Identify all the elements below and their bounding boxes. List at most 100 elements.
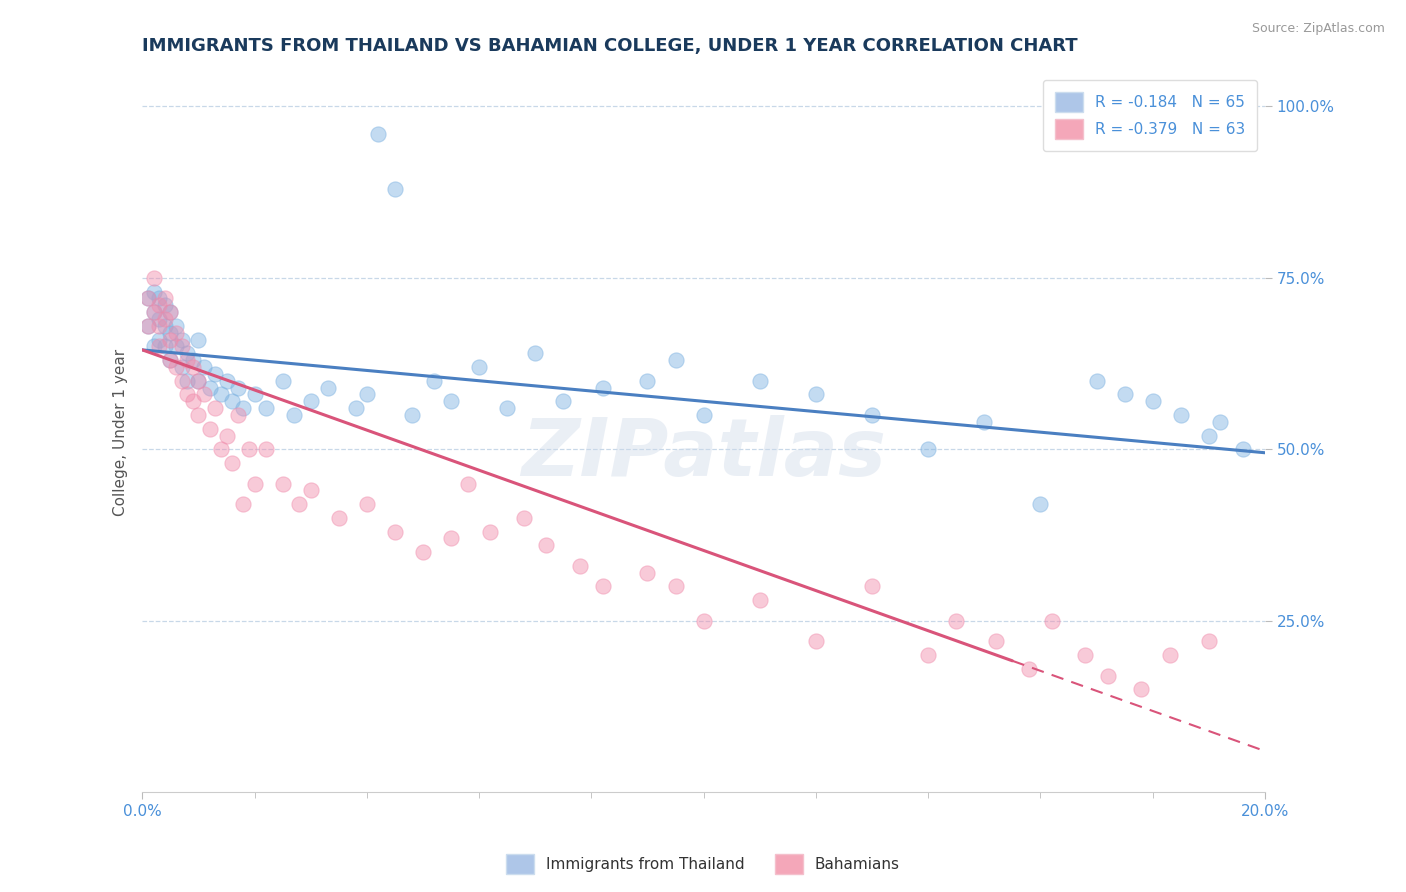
Point <box>148 333 170 347</box>
Point <box>170 359 193 374</box>
Point <box>1018 662 1040 676</box>
Point <box>176 346 198 360</box>
Point <box>170 374 193 388</box>
Point <box>513 511 536 525</box>
Point <box>204 367 226 381</box>
Point <box>524 346 547 360</box>
Point <box>142 271 165 285</box>
Point <box>401 408 423 422</box>
Point <box>553 394 575 409</box>
Point <box>176 374 198 388</box>
Point <box>271 374 294 388</box>
Point <box>748 374 770 388</box>
Point <box>271 476 294 491</box>
Point <box>159 333 181 347</box>
Point <box>136 318 159 333</box>
Point <box>423 374 446 388</box>
Point <box>187 333 209 347</box>
Point <box>165 318 187 333</box>
Point <box>153 292 176 306</box>
Point <box>592 381 614 395</box>
Text: Source: ZipAtlas.com: Source: ZipAtlas.com <box>1251 22 1385 36</box>
Point <box>468 359 491 374</box>
Point <box>496 401 519 416</box>
Point <box>193 359 215 374</box>
Point <box>187 374 209 388</box>
Point <box>1097 668 1119 682</box>
Point <box>232 497 254 511</box>
Point <box>1085 374 1108 388</box>
Point <box>159 353 181 368</box>
Point <box>1074 648 1097 662</box>
Point <box>209 387 232 401</box>
Point <box>1040 614 1063 628</box>
Text: ZIPatlas: ZIPatlas <box>522 415 886 492</box>
Point <box>1142 394 1164 409</box>
Point <box>142 285 165 299</box>
Point <box>159 305 181 319</box>
Point <box>1198 634 1220 648</box>
Point <box>748 593 770 607</box>
Point <box>412 545 434 559</box>
Point <box>153 339 176 353</box>
Point <box>142 305 165 319</box>
Point <box>457 476 479 491</box>
Point <box>148 339 170 353</box>
Point <box>142 305 165 319</box>
Point <box>159 353 181 368</box>
Point <box>569 558 592 573</box>
Point <box>1209 415 1232 429</box>
Point <box>176 387 198 401</box>
Point <box>243 387 266 401</box>
Point <box>187 408 209 422</box>
Point <box>664 579 686 593</box>
Point <box>860 579 883 593</box>
Point <box>367 127 389 141</box>
Point <box>254 442 277 457</box>
Point <box>209 442 232 457</box>
Point <box>170 339 193 353</box>
Point <box>1170 408 1192 422</box>
Point <box>283 408 305 422</box>
Point <box>637 566 659 580</box>
Point <box>664 353 686 368</box>
Point <box>187 374 209 388</box>
Point <box>1130 682 1153 697</box>
Point <box>1159 648 1181 662</box>
Point <box>159 305 181 319</box>
Point <box>136 292 159 306</box>
Point <box>165 339 187 353</box>
Point <box>356 497 378 511</box>
Point <box>148 318 170 333</box>
Text: IMMIGRANTS FROM THAILAND VS BAHAMIAN COLLEGE, UNDER 1 YEAR CORRELATION CHART: IMMIGRANTS FROM THAILAND VS BAHAMIAN COL… <box>142 37 1078 55</box>
Point <box>592 579 614 593</box>
Point <box>804 387 827 401</box>
Point <box>153 318 176 333</box>
Point <box>226 408 249 422</box>
Point <box>215 428 238 442</box>
Point <box>136 292 159 306</box>
Point <box>536 538 558 552</box>
Point <box>170 333 193 347</box>
Point <box>299 394 322 409</box>
Point <box>181 394 204 409</box>
Point <box>232 401 254 416</box>
Point <box>984 634 1007 648</box>
Point <box>356 387 378 401</box>
Point <box>1232 442 1254 457</box>
Point <box>159 326 181 340</box>
Point <box>1114 387 1136 401</box>
Point <box>299 483 322 498</box>
Point <box>804 634 827 648</box>
Point <box>198 422 221 436</box>
Point <box>204 401 226 416</box>
Point <box>148 298 170 312</box>
Point <box>917 442 939 457</box>
Point <box>221 394 243 409</box>
Point <box>136 318 159 333</box>
Point <box>193 387 215 401</box>
Point <box>692 614 714 628</box>
Point <box>860 408 883 422</box>
Point <box>288 497 311 511</box>
Point <box>176 353 198 368</box>
